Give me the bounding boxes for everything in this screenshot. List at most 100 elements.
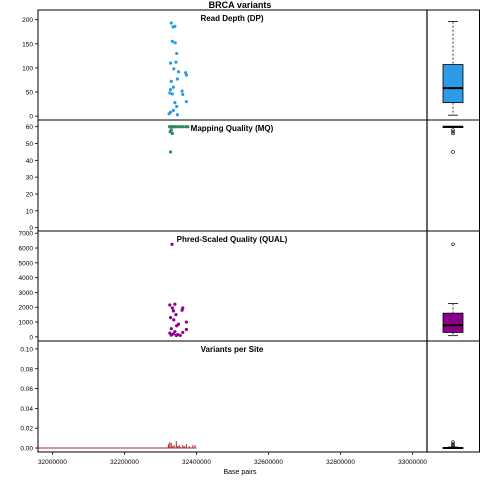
y-tick-label: 60 (26, 124, 34, 131)
data-point (173, 302, 177, 306)
panel-2: 0 10 20 30 40 50 60 Mapping Quality (MQ) (26, 119, 480, 232)
chart-title: BRCA variants (209, 0, 272, 10)
data-point (172, 318, 176, 322)
panel-title: Mapping Quality (MQ) (191, 124, 274, 133)
data-point (168, 88, 173, 92)
y-tick-label: 0 (29, 225, 33, 232)
data-point (186, 125, 190, 129)
y-tick-label: 20 (26, 192, 34, 199)
data-point (170, 306, 174, 310)
data-point (173, 101, 177, 105)
data-point (174, 60, 178, 64)
data-point (184, 73, 188, 77)
data-point (170, 242, 174, 246)
data-point (175, 113, 179, 117)
data-point (181, 330, 185, 335)
y-tick-label: 0.10 (20, 346, 33, 353)
y-tick-label: 10 (26, 208, 34, 215)
data-point (171, 85, 176, 89)
x-axis: 32000000 32200000 32400000 32600000 32800000… (38, 452, 427, 466)
x-tick-label: 32200000 (110, 459, 139, 466)
box-outlier (451, 131, 455, 136)
data-point (169, 327, 173, 331)
box-outlier (451, 128, 455, 132)
y-tick-label: 2000 (19, 305, 34, 312)
y-tick-label: 0 (29, 334, 33, 341)
data-point (169, 21, 173, 25)
data-point (171, 108, 176, 112)
data-point (178, 125, 182, 129)
data-point (168, 150, 173, 154)
data-point (184, 100, 188, 104)
y-tick-label: 0.06 (20, 386, 33, 393)
y-tick-label: 0.08 (20, 366, 33, 373)
box-outlier (451, 242, 455, 247)
data-point (168, 316, 173, 320)
y-tick-label: 7000 (19, 231, 34, 238)
data-point (174, 313, 178, 317)
panel-frame (37, 9, 480, 121)
data-point (176, 125, 180, 129)
data-point (175, 104, 179, 109)
data-point (184, 320, 188, 324)
y-tick-label: 50 (26, 141, 34, 148)
panel-4: 0.00 0.02 0.04 0.06 0.08 0.10 Variants per Sit… (20, 340, 480, 453)
y-tick-label: 50 (26, 90, 34, 97)
data-point (178, 333, 182, 337)
y-tick-label: 0.04 (20, 406, 33, 413)
data-point (184, 71, 188, 75)
panel-frame (37, 230, 480, 342)
panel-3: 0 1000 2000 3000 4000 5000 6000 7000 Phred-Scale… (19, 230, 480, 342)
data-point (180, 89, 184, 93)
data-point (168, 130, 172, 134)
x-tick-label: 33000000 (398, 459, 427, 466)
data-point (180, 308, 184, 312)
x-tick-label: 32000000 (38, 459, 67, 466)
y-tick-label: 40 (26, 158, 34, 165)
data-point (175, 77, 179, 81)
y-tick-label: 0.02 (20, 426, 33, 433)
y-tick-label: 1000 (19, 320, 34, 327)
y-tick-label: 5000 (19, 260, 34, 267)
y-tick-label: 100 (22, 65, 33, 72)
data-point (175, 51, 179, 56)
y-tick-label: 30 (26, 175, 34, 182)
chart-panels: 0 50 100 150 200 Read Depth (DP) 0 10 20 30 40 50 60… (19, 9, 480, 453)
panel-title: Variants per Site (201, 345, 264, 354)
x-tick-label: 32800000 (326, 459, 355, 466)
box-iqr (442, 312, 464, 333)
panel-title: Phred-Scaled Quality (QUAL) (177, 235, 288, 244)
y-tick-label: 4000 (19, 275, 34, 282)
data-point (168, 91, 172, 95)
box-outlier (451, 444, 455, 448)
x-tick-label: 32400000 (182, 459, 211, 466)
data-point (173, 24, 177, 29)
data-point (168, 303, 172, 307)
y-tick-label: 6000 (19, 246, 34, 253)
data-point (170, 131, 174, 136)
data-point (169, 79, 173, 84)
data-point (169, 333, 173, 337)
box-outlier (451, 440, 455, 444)
data-point (181, 92, 185, 97)
y-tick-label: 0.00 (20, 446, 33, 453)
y-tick-label: 150 (22, 41, 33, 48)
data-point (175, 324, 179, 328)
data-point (168, 61, 173, 65)
data-point (176, 70, 181, 74)
box-outlier (451, 442, 455, 446)
panel-1: 0 50 100 150 200 Read Depth (DP) (22, 9, 480, 121)
data-point (172, 67, 176, 71)
panel-frame (37, 119, 480, 232)
data-point (171, 309, 176, 313)
box-outlier (451, 150, 455, 154)
panel-frame (37, 340, 480, 453)
data-point (167, 112, 171, 116)
data-point (170, 39, 174, 43)
box-outlier (451, 130, 455, 134)
y-tick-label: 200 (22, 17, 33, 24)
y-tick-label: 3000 (19, 290, 34, 297)
data-point (181, 125, 185, 129)
y-tick-label: 0 (29, 114, 33, 121)
